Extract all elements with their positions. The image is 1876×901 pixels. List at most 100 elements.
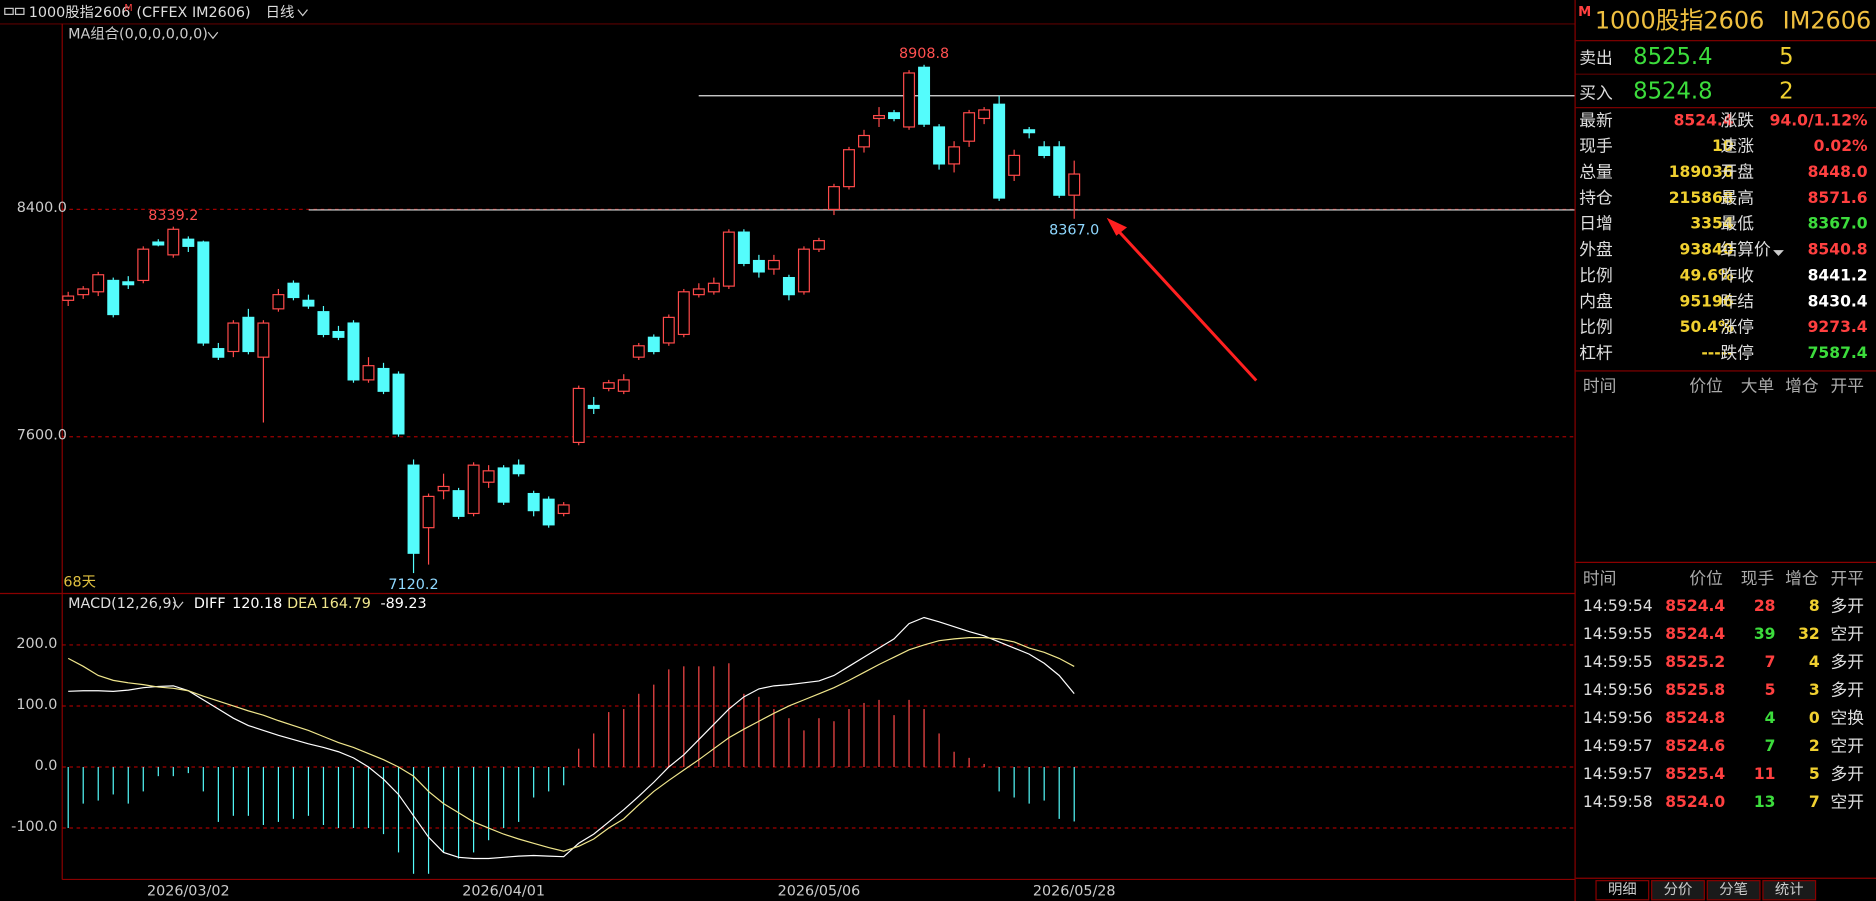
trade-oi: 7 [1809, 793, 1820, 811]
icon [4, 7, 14, 15]
candle-body [933, 126, 946, 165]
high-label: 8908.8 [899, 46, 949, 62]
ma-label[interactable]: MA组合(0,0,0,0,0,0) [68, 26, 208, 43]
trade-price: 8524.6 [1665, 737, 1725, 755]
flag: M [1578, 5, 1591, 20]
stat-value: 94.0/1.12% [1770, 111, 1868, 129]
quote-code: IM2606 [1783, 7, 1872, 35]
candle-body [1023, 129, 1036, 134]
candle-body [662, 316, 675, 344]
candle-body [858, 134, 870, 148]
dropdown-icon[interactable] [297, 9, 308, 17]
stat-value: 8571.6 [1808, 189, 1868, 207]
macd-title[interactable]: MACD(12,26,9) [68, 596, 177, 612]
x-tick-label: 2026/05/28 [1033, 883, 1116, 899]
candle-body [737, 231, 750, 264]
dropdown-icon[interactable] [173, 601, 184, 609]
stat-value: 7587.4 [1808, 344, 1868, 362]
candle-body [1008, 154, 1021, 176]
stat-label: 内盘 [1579, 291, 1613, 311]
candle-body [782, 276, 795, 296]
stat-value: 10 [1712, 137, 1734, 155]
trade-volume: 28 [1754, 597, 1776, 615]
high-label: 8339.2 [148, 208, 198, 224]
trade-type: 空开 [1831, 792, 1865, 812]
ask-volume: 5 [1779, 44, 1793, 70]
trade-oi: 5 [1809, 765, 1820, 783]
trade-volume: 4 [1765, 709, 1776, 727]
trade-type: 空开 [1831, 624, 1865, 644]
trade-price: 8524.0 [1665, 793, 1725, 811]
arrow [1113, 226, 1258, 382]
dropdown-icon[interactable] [207, 31, 219, 40]
dropdown-icon [1773, 250, 1784, 257]
column-header: 开平 [1831, 568, 1865, 588]
stat-label: 昨结 [1720, 291, 1754, 311]
tab[interactable] [1762, 880, 1817, 901]
candle-body [137, 248, 150, 282]
stat-label: 速涨 [1720, 136, 1754, 156]
column-header: 增仓 [1785, 568, 1819, 588]
period[interactable]: 日线 [266, 4, 295, 21]
candle-body [512, 464, 525, 475]
trade-time: 14:59:57 [1583, 765, 1653, 783]
candle-body [873, 115, 885, 120]
dea-value: 164.79 [321, 596, 371, 612]
stat-label: 开盘 [1720, 162, 1754, 182]
candle-body [888, 112, 901, 120]
tab[interactable] [1595, 880, 1650, 901]
candle-body [122, 281, 135, 286]
candle-body [332, 330, 345, 338]
candle-body [722, 231, 735, 287]
column-header: 开平 [1831, 375, 1865, 395]
stat-value: 8448.0 [1808, 163, 1868, 181]
candle-body [482, 470, 495, 483]
stat-label: 杠杆 [1579, 342, 1613, 362]
column-header: 价位 [1689, 568, 1723, 588]
trade-volume: 7 [1765, 653, 1776, 671]
trade-price: 8525.2 [1665, 653, 1725, 671]
bid-volume: 2 [1779, 79, 1793, 105]
candle-body [632, 345, 645, 358]
low-label: 8367.0 [1049, 223, 1099, 239]
tab-label[interactable]: 明细 [1608, 881, 1637, 898]
dea-line [67, 637, 1075, 852]
stat-value: 9273.4 [1808, 318, 1868, 336]
candle-body [963, 112, 976, 142]
stat-value: 8367.0 [1808, 215, 1868, 233]
dea-label: DEA [287, 596, 317, 612]
y-tick-label: 200.0 [16, 636, 57, 652]
tab-label[interactable]: 统计 [1775, 881, 1804, 898]
stat-label: 跌停 [1720, 342, 1754, 362]
bid-label: 买入 [1579, 82, 1613, 102]
stat-label: 昨收 [1720, 265, 1754, 285]
stat-label: 现手 [1579, 136, 1613, 156]
stat-value: 0.02% [1814, 137, 1868, 155]
trade-type: 空换 [1831, 708, 1865, 728]
trade-price: 8524.4 [1665, 597, 1725, 615]
tab[interactable] [1706, 880, 1761, 901]
trade-type: 多开 [1831, 596, 1865, 616]
tab-label[interactable]: 分价 [1664, 881, 1693, 898]
candle-body [677, 291, 690, 336]
candle-body [107, 279, 120, 316]
trade-oi: 4 [1809, 653, 1820, 671]
candle-body [452, 490, 465, 517]
x-tick-label: 2026/05/06 [778, 883, 861, 899]
candle-body [287, 282, 300, 299]
low-label: 7120.2 [388, 577, 438, 593]
tab[interactable] [1651, 880, 1705, 901]
candle-body [377, 367, 390, 392]
stat-label: 最新 [1579, 110, 1613, 130]
candle-body [843, 149, 855, 188]
candle-body [827, 186, 840, 210]
stat-label: 最低 [1720, 213, 1754, 233]
candle-body [797, 248, 810, 293]
candle-body [227, 322, 240, 353]
candle-body [542, 498, 555, 526]
candle-body [437, 485, 450, 492]
tab-label[interactable]: 分笔 [1719, 881, 1748, 898]
stat-label: 涨停 [1720, 317, 1754, 337]
